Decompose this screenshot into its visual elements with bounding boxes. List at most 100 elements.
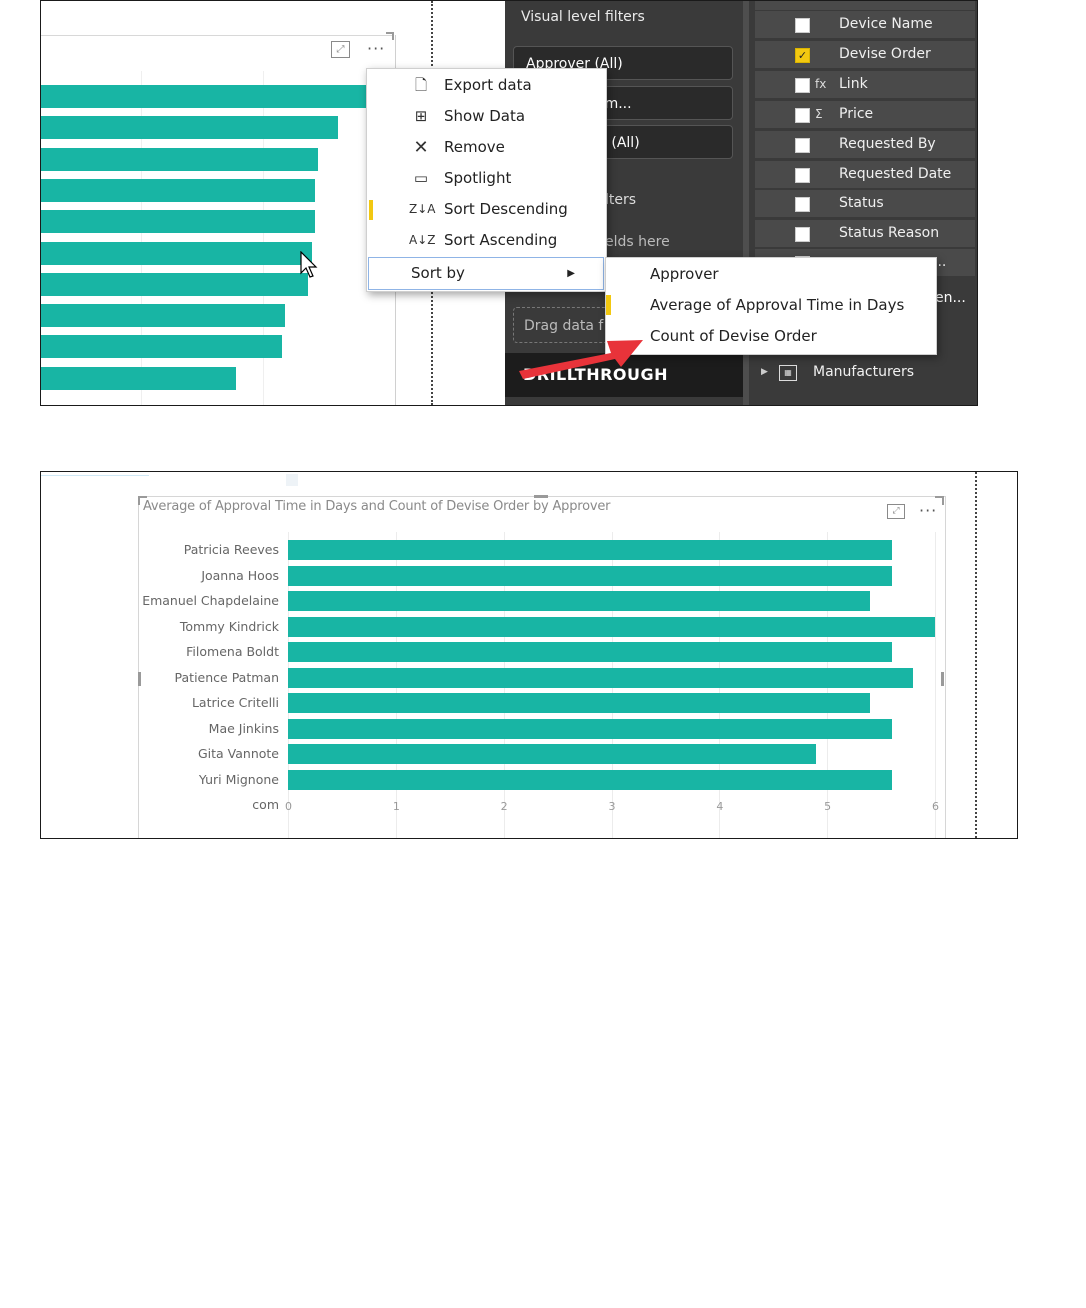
focus-mode-icon[interactable]: ⤢ [887,504,905,519]
menu-item-label: Remove [444,138,505,156]
table-label: Manufacturers [813,364,915,380]
bar[interactable] [288,667,914,688]
field-label: Requested By [839,136,936,152]
menu-item-sort-ascending[interactable]: A↓Z Sort Ascending [367,225,606,256]
field-row-status-reason[interactable]: Status Reason [755,219,975,247]
filters-pane-title: Visual level filters [521,9,645,25]
gridline [141,71,142,405]
x-tick-label: 5 [824,800,832,813]
field-checkbox[interactable] [795,227,810,242]
bar[interactable] [41,210,315,234]
resize-handle[interactable] [942,496,944,505]
menu-item-export-data[interactable]: 🗋 Export data [367,70,606,101]
more-options-icon[interactable]: ··· [919,501,938,520]
menu-item-remove[interactable]: ✕ Remove [367,132,606,163]
field-row-status[interactable]: Status [755,189,975,217]
remove-icon: ✕ [413,137,429,158]
category-label: Mae Jinkins [208,720,279,736]
sort-descending-icon: Z↓A [409,202,436,216]
category-label: Latrice Critelli [191,695,279,710]
page-boundary-line [975,472,977,838]
bar[interactable] [288,565,892,586]
bar[interactable] [288,769,892,790]
chart-title: Average of Approval Time in Days and Cou… [143,499,611,514]
expand-arrow-icon[interactable]: ▶ [761,367,768,377]
mouse-cursor-icon [300,251,318,278]
bar-chart-plot: 0 1 2 3 4 5 6 [285,532,939,838]
menu-item-label: Sort Descending [444,200,568,218]
bar[interactable] [41,366,236,390]
field-row-devise-order[interactable]: ✓ Devise Order [755,40,975,68]
field-checkbox[interactable] [795,78,810,93]
filters-subheading: lters [605,192,637,208]
field-row-link[interactable]: fx Link [755,70,975,98]
field-checkbox[interactable] [795,108,810,123]
bar[interactable] [41,335,282,359]
x-tick-label: 2 [500,800,508,813]
more-options-icon[interactable]: ··· [367,39,386,58]
screenshot-sorted-chart: Average of Approval Time in Days and Cou… [40,471,1018,839]
category-label: Patience Patman [174,669,279,685]
field-label: Link [839,76,868,92]
menu-item-sort-descending[interactable]: Z↓A Sort Descending [367,194,606,225]
visual-header-line [41,35,393,36]
bar[interactable] [41,147,318,171]
bar[interactable] [288,718,892,739]
category-axis: Patricia Reeves Joanna Hoos Emanuel Chapde… [141,532,279,832]
table-manufacturers[interactable]: ▶ ▦ Manufacturers [755,359,975,385]
menu-item-spotlight[interactable]: ▭ Spotlight [367,163,606,194]
field-checkbox-checked[interactable]: ✓ [795,48,810,63]
resize-handle[interactable] [138,672,141,686]
bar[interactable] [288,591,871,611]
field-checkbox[interactable] [795,18,810,33]
field-checkbox[interactable] [795,197,810,212]
sort-by-submenu: Approver Average of Approval Time in Day… [605,257,937,355]
bar[interactable] [288,642,892,662]
submenu-item-count-devise-order[interactable]: Count of Devise Order [650,327,817,345]
submenu-item-avg-approval-time[interactable]: Average of Approval Time in Days [650,296,905,314]
field-row-price[interactable]: Σ Price [755,100,975,128]
field-checkbox[interactable] [795,168,810,183]
bar[interactable] [288,540,892,560]
resize-handle[interactable] [935,496,944,498]
bar[interactable] [41,241,312,265]
resize-handle[interactable] [534,495,548,498]
bar[interactable] [41,116,338,140]
resize-handle[interactable] [138,496,140,505]
category-label: Joanna Hoos [201,567,279,583]
resize-handle[interactable] [941,672,944,686]
bar[interactable] [288,744,817,764]
field-row-device-name[interactable]: Device Name [755,10,975,38]
context-menu: 🗋 Export data ⊞ Show Data ✕ Remove ▭ Spo… [366,68,607,292]
tab-ghost [41,472,149,476]
resize-handle[interactable] [138,496,147,498]
bar[interactable] [41,272,308,296]
menu-item-sort-by[interactable]: Sort by ▶ [368,257,604,290]
bar[interactable] [41,85,371,108]
field-checkbox[interactable] [795,138,810,153]
table-icon: ▦ [779,365,797,381]
focus-mode-icon[interactable]: ⤢ [331,41,350,58]
field-row-requested-date[interactable]: Requested Date [755,160,975,188]
show-data-icon: ⊞ [414,107,428,125]
category-label: Emanuel Chapdelaine [142,593,279,608]
x-tick-label: 4 [716,800,724,813]
bar[interactable] [288,616,935,637]
sigma-icon: Σ [815,107,823,121]
category-label: Tommy Kindrick [179,618,279,634]
bar[interactable] [41,304,285,328]
field-label: Devise Order [839,46,931,62]
bar[interactable] [41,178,315,202]
menu-item-show-data[interactable]: ⊞ Show Data [367,101,606,132]
resize-corner-handle[interactable] [386,32,394,40]
category-label: Gita Vannote [197,746,279,761]
category-label: com [252,797,279,812]
field-row-requested-by[interactable]: Requested By [755,130,975,158]
menu-item-label: Export data [444,76,532,94]
spotlight-icon: ▭ [413,169,429,187]
bar[interactable] [288,693,871,713]
submenu-item-approver[interactable]: Approver [650,265,719,283]
category-label: Patricia Reeves [183,542,279,557]
field-label: Requested Date [839,166,952,182]
pane-separator [743,1,749,405]
